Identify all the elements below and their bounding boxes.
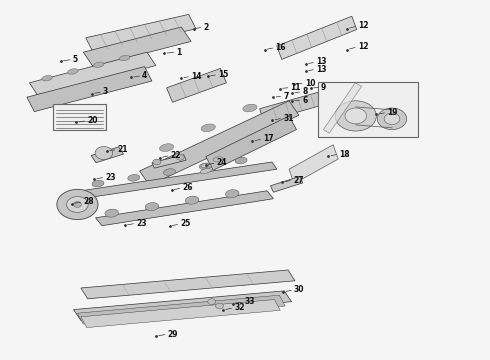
Text: 13: 13 (316, 58, 326, 67)
Polygon shape (323, 83, 362, 133)
Polygon shape (27, 67, 152, 112)
Text: 7: 7 (283, 92, 289, 101)
Bar (53, 104, 106, 130)
Polygon shape (270, 176, 303, 192)
Text: 14: 14 (191, 72, 201, 81)
Text: 2: 2 (203, 23, 209, 32)
Ellipse shape (92, 180, 104, 187)
Ellipse shape (120, 55, 130, 61)
Text: 6: 6 (302, 96, 308, 105)
Ellipse shape (200, 168, 211, 174)
Ellipse shape (164, 169, 175, 175)
Ellipse shape (159, 144, 174, 152)
Circle shape (176, 154, 184, 160)
Text: 10: 10 (305, 79, 315, 88)
Text: 5: 5 (73, 55, 77, 64)
Circle shape (335, 101, 376, 131)
Ellipse shape (185, 196, 199, 204)
Text: 16: 16 (275, 43, 286, 52)
Text: 31: 31 (283, 114, 294, 122)
Polygon shape (277, 16, 357, 59)
Text: 17: 17 (263, 135, 274, 144)
Ellipse shape (145, 203, 159, 211)
Ellipse shape (201, 124, 216, 132)
Circle shape (384, 113, 400, 125)
Ellipse shape (128, 175, 140, 181)
Circle shape (377, 108, 407, 130)
Polygon shape (81, 300, 280, 328)
Text: 33: 33 (244, 297, 254, 306)
Polygon shape (91, 147, 123, 163)
Ellipse shape (225, 190, 239, 198)
Ellipse shape (42, 76, 52, 81)
Polygon shape (140, 101, 299, 185)
Circle shape (67, 197, 88, 212)
Circle shape (208, 299, 216, 305)
Text: 21: 21 (118, 145, 128, 154)
Polygon shape (206, 116, 296, 170)
Ellipse shape (201, 163, 209, 168)
Ellipse shape (199, 163, 211, 170)
Text: 8: 8 (302, 87, 308, 96)
Text: 12: 12 (358, 42, 368, 51)
Polygon shape (96, 191, 273, 226)
Polygon shape (260, 91, 327, 122)
Circle shape (153, 159, 161, 165)
Circle shape (216, 303, 223, 309)
Ellipse shape (94, 62, 104, 67)
Text: 9: 9 (321, 83, 326, 92)
Circle shape (345, 108, 367, 124)
Text: 23: 23 (105, 173, 116, 182)
Text: 3: 3 (103, 87, 108, 96)
Text: 30: 30 (294, 285, 304, 294)
Text: 26: 26 (182, 184, 193, 193)
Bar (318, 82, 418, 137)
Text: 18: 18 (339, 150, 350, 159)
Ellipse shape (105, 209, 119, 217)
Text: 24: 24 (217, 158, 227, 167)
Text: 4: 4 (142, 71, 147, 80)
Text: 29: 29 (168, 330, 178, 338)
Ellipse shape (68, 69, 78, 74)
Text: 22: 22 (171, 151, 181, 160)
Text: 19: 19 (387, 108, 397, 117)
Text: 23: 23 (136, 219, 147, 228)
Text: 1: 1 (176, 48, 182, 57)
Text: 32: 32 (234, 303, 245, 312)
Polygon shape (81, 162, 277, 198)
Text: 12: 12 (358, 22, 368, 31)
Circle shape (95, 147, 113, 159)
Polygon shape (81, 270, 295, 299)
Polygon shape (86, 14, 196, 52)
Polygon shape (77, 295, 285, 324)
Polygon shape (29, 52, 156, 96)
Text: 15: 15 (218, 70, 228, 79)
Circle shape (74, 202, 81, 207)
Polygon shape (74, 291, 292, 320)
Ellipse shape (235, 157, 247, 164)
Text: 11: 11 (291, 83, 301, 92)
Circle shape (57, 189, 98, 220)
Text: 13: 13 (316, 65, 326, 74)
Polygon shape (167, 68, 226, 102)
Text: 28: 28 (83, 197, 94, 206)
Ellipse shape (213, 157, 223, 162)
Text: 25: 25 (180, 220, 191, 229)
Polygon shape (289, 145, 338, 184)
Polygon shape (83, 27, 191, 67)
Text: 20: 20 (87, 116, 98, 125)
Text: 27: 27 (293, 176, 304, 185)
Ellipse shape (243, 104, 257, 112)
Polygon shape (152, 155, 186, 168)
